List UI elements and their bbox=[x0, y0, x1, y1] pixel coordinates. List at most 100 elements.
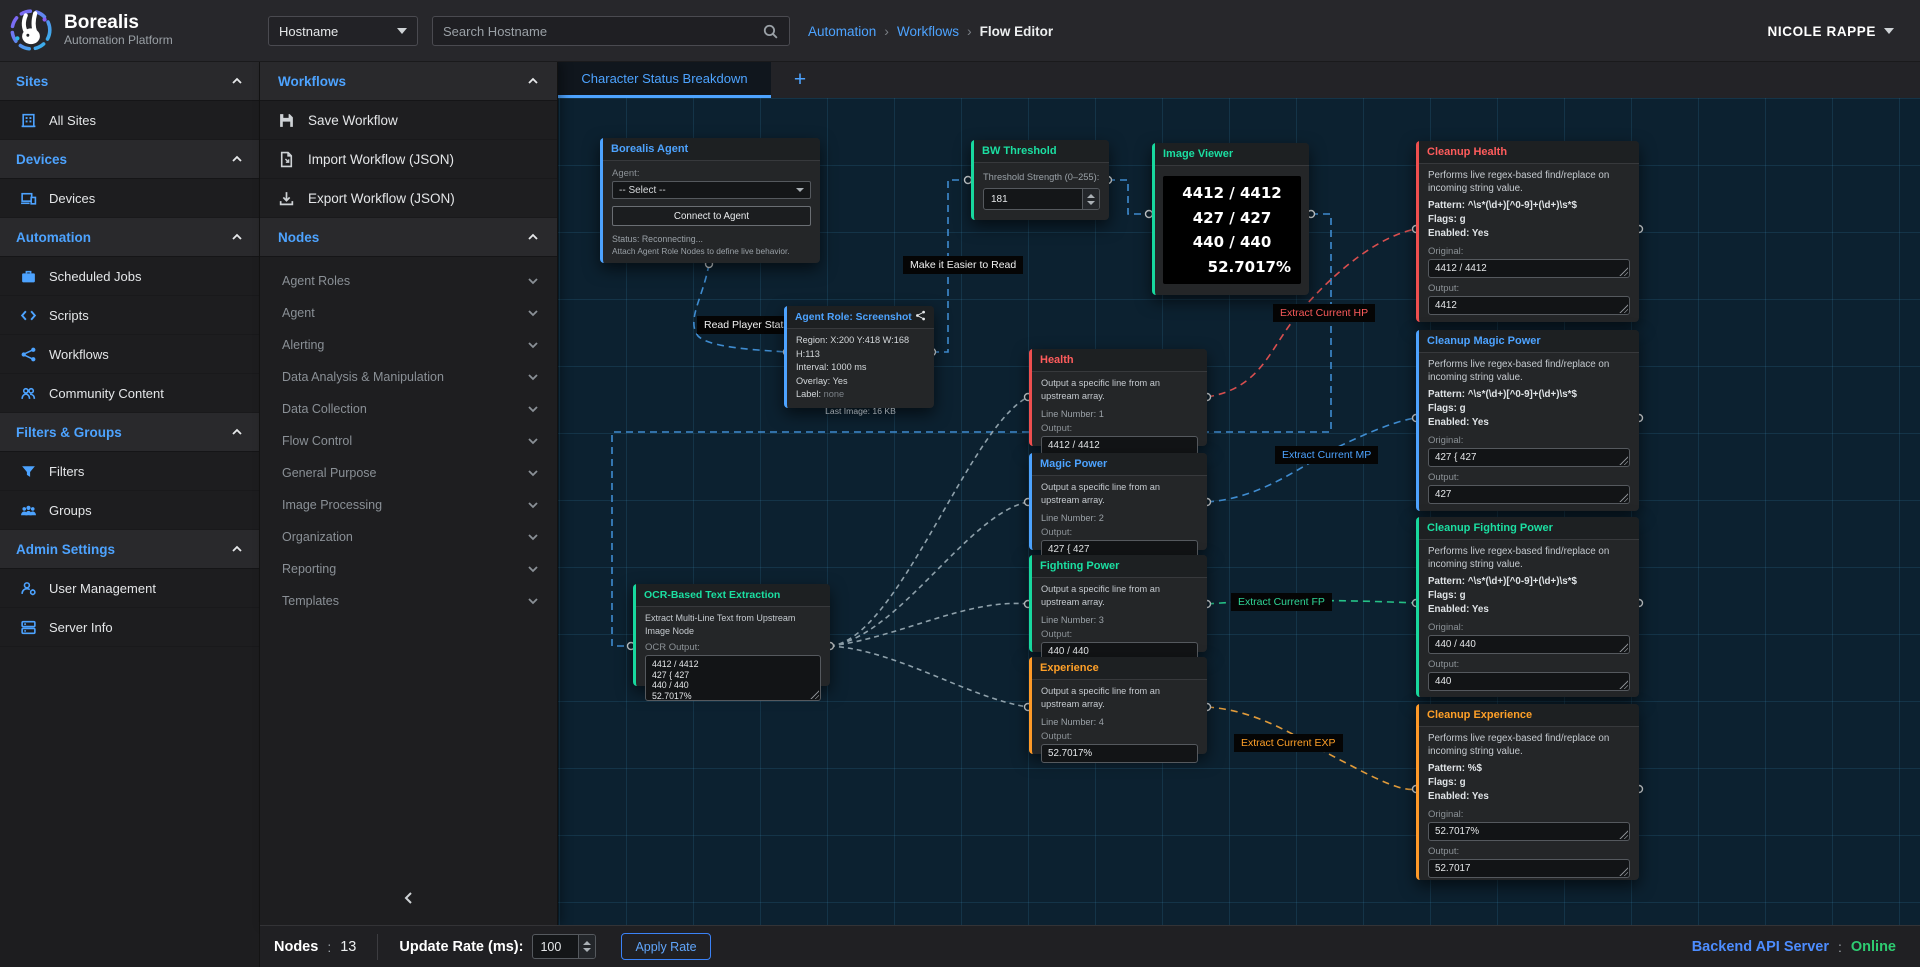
node-ocr-extraction[interactable]: OCR-Based Text Extraction Extract Multi-… bbox=[633, 584, 830, 701]
node-health[interactable]: Health Output a specific line from an up… bbox=[1029, 349, 1207, 455]
output-input[interactable]: 52.7017% bbox=[1041, 744, 1198, 763]
flow-canvas[interactable]: Read Player Stats Make it Easier to Read… bbox=[558, 98, 1920, 925]
search-input[interactable] bbox=[443, 23, 762, 39]
viewer-line: 52.7017% bbox=[1207, 257, 1291, 276]
node-cleanup-magic-power[interactable]: Cleanup Magic Power Performs live regex-… bbox=[1416, 330, 1639, 511]
share-icon[interactable] bbox=[915, 310, 926, 324]
breadcrumb-automation[interactable]: Automation bbox=[808, 23, 877, 39]
node-cleanup-health[interactable]: Cleanup Health Performs live regex-based… bbox=[1416, 141, 1639, 322]
sidebar-item-community-content[interactable]: Community Content bbox=[0, 374, 259, 413]
output-textarea[interactable]: 440 bbox=[1428, 672, 1630, 691]
sidebar-item-label: Server Info bbox=[49, 619, 113, 635]
sidebar-item-devices[interactable]: Devices bbox=[0, 179, 259, 218]
node-cleanup-fighting-power[interactable]: Cleanup Fighting Power Performs live reg… bbox=[1416, 517, 1639, 697]
agent-select-value: -- Select -- bbox=[619, 184, 666, 196]
node-description: Output a specific line from an upstream … bbox=[1041, 378, 1160, 401]
sidebar-item-scripts[interactable]: Scripts bbox=[0, 296, 259, 335]
export-workflow-button[interactable]: Export Workflow (JSON) bbox=[260, 179, 557, 218]
original-textarea[interactable]: 440 / 440 bbox=[1428, 635, 1630, 654]
node-category-alerting[interactable]: Alerting bbox=[260, 329, 557, 361]
sidebar-section-filters-groups[interactable]: Filters & Groups bbox=[0, 413, 259, 452]
hostname-selector[interactable]: Hostname bbox=[268, 16, 418, 46]
node-title: Experience bbox=[1040, 662, 1099, 674]
edge-label-extract-exp: Extract Current EXP bbox=[1234, 734, 1343, 752]
ocr-output-textarea[interactable]: 4412 / 4412 427 { 427 440 / 440 52.7017% bbox=[645, 655, 821, 701]
node-category-data-analysis[interactable]: Data Analysis & Manipulation bbox=[260, 361, 557, 393]
original-label: Original: bbox=[1428, 622, 1464, 633]
agent-hint: Attach Agent Role Nodes to define live b… bbox=[612, 246, 790, 256]
node-experience[interactable]: Experience Output a specific line from a… bbox=[1029, 657, 1207, 763]
category-label: General Purpose bbox=[282, 466, 377, 480]
sidebar-item-groups[interactable]: Groups bbox=[0, 491, 259, 530]
edge-agent-to-role bbox=[693, 263, 788, 353]
node-borealis-agent[interactable]: Borealis Agent Agent: -- Select -- Conne… bbox=[600, 138, 820, 263]
sidebar-item-filters[interactable]: Filters bbox=[0, 452, 259, 491]
category-label: Image Processing bbox=[282, 498, 383, 512]
sidebar-item-scheduled-jobs[interactable]: Scheduled Jobs bbox=[0, 257, 259, 296]
number-spinner[interactable] bbox=[1082, 189, 1099, 209]
sidebar-section-automation[interactable]: Automation bbox=[0, 218, 259, 257]
category-label: Organization bbox=[282, 530, 353, 544]
edge-ocr-to-experience bbox=[829, 645, 1029, 708]
add-tab-button[interactable]: + bbox=[771, 62, 829, 98]
sidebar-item-user-management[interactable]: User Management bbox=[0, 569, 259, 608]
original-textarea[interactable]: 427 { 427 bbox=[1428, 448, 1630, 467]
user-menu[interactable]: NICOLE RAPPE bbox=[1768, 0, 1894, 62]
sidebar-item-label: Groups bbox=[49, 502, 92, 518]
panel-section-workflows[interactable]: Workflows bbox=[260, 62, 557, 101]
sidebar-item-label: Devices bbox=[49, 190, 96, 206]
node-description: Performs live regex-based find/replace o… bbox=[1428, 546, 1610, 570]
node-bw-threshold[interactable]: BW Threshold Threshold Strength (0–255):… bbox=[971, 140, 1109, 220]
node-category-templates[interactable]: Templates bbox=[260, 585, 557, 617]
sidebar-item-workflows[interactable]: Workflows bbox=[0, 335, 259, 374]
node-category-general-purpose[interactable]: General Purpose bbox=[260, 457, 557, 489]
node-category-flow-control[interactable]: Flow Control bbox=[260, 425, 557, 457]
node-fighting-power[interactable]: Fighting Power Output a specific line fr… bbox=[1029, 555, 1207, 661]
sidebar-item-server-info[interactable]: Server Info bbox=[0, 608, 259, 647]
chevron-left-icon bbox=[401, 890, 417, 911]
node-title: Cleanup Fighting Power bbox=[1427, 522, 1553, 534]
node-cleanup-experience[interactable]: Cleanup Experience Performs live regex-b… bbox=[1416, 704, 1639, 880]
threshold-input[interactable]: 181 bbox=[983, 188, 1100, 210]
sidebar-section-devices[interactable]: Devices bbox=[0, 140, 259, 179]
node-category-data-collection[interactable]: Data Collection bbox=[260, 393, 557, 425]
node-category-agent[interactable]: Agent bbox=[260, 297, 557, 329]
chevron-down-icon bbox=[397, 28, 407, 34]
chevron-down-icon bbox=[527, 595, 539, 607]
agent-select[interactable]: -- Select -- bbox=[612, 181, 811, 199]
sidebar-item-label: Filters bbox=[49, 463, 85, 479]
sidebar-section-sites[interactable]: Sites bbox=[0, 62, 259, 101]
node-image-viewer[interactable]: Image Viewer 4412 / 4412 427 / 427 440 /… bbox=[1152, 143, 1309, 295]
node-category-reporting[interactable]: Reporting bbox=[260, 553, 557, 585]
tab-character-status-breakdown[interactable]: Character Status Breakdown bbox=[558, 62, 771, 98]
output-textarea[interactable]: 52.7017 bbox=[1428, 859, 1630, 878]
node-title: Health bbox=[1040, 354, 1074, 366]
output-textarea[interactable]: 4412 bbox=[1428, 296, 1630, 315]
original-textarea[interactable]: 52.7017% bbox=[1428, 822, 1630, 841]
node-agent-role-screenshot[interactable]: Agent Role: Screenshot Region: X:200 Y:4… bbox=[784, 306, 934, 416]
node-category-organization[interactable]: Organization bbox=[260, 521, 557, 553]
community-icon bbox=[20, 385, 37, 402]
number-spinner[interactable] bbox=[578, 935, 596, 958]
output-textarea[interactable]: 427 bbox=[1428, 485, 1630, 504]
sidebar-item-all-sites[interactable]: All Sites bbox=[0, 101, 259, 140]
section-label: Sites bbox=[16, 73, 49, 89]
original-textarea[interactable]: 4412 / 4412 bbox=[1428, 259, 1630, 278]
export-icon bbox=[278, 190, 295, 207]
sidebar-section-admin-settings[interactable]: Admin Settings bbox=[0, 530, 259, 569]
node-description: Output a specific line from an upstream … bbox=[1041, 584, 1160, 607]
save-workflow-button[interactable]: Save Workflow bbox=[260, 101, 557, 140]
node-category-agent-roles[interactable]: Agent Roles bbox=[260, 265, 557, 297]
connect-to-agent-button[interactable]: Connect to Agent bbox=[612, 206, 811, 226]
collapse-panel-button[interactable] bbox=[260, 890, 557, 911]
node-category-image-processing[interactable]: Image Processing bbox=[260, 489, 557, 521]
import-workflow-button[interactable]: Import Workflow (JSON) bbox=[260, 140, 557, 179]
breadcrumb-workflows[interactable]: Workflows bbox=[896, 23, 959, 39]
edge-experience-to-cleanup bbox=[1206, 706, 1417, 791]
node-magic-power[interactable]: Magic Power Output a specific line from … bbox=[1029, 453, 1207, 559]
node-description: Extract Multi-Line Text from Upstream Im… bbox=[645, 613, 796, 636]
workflow-icon bbox=[20, 346, 37, 363]
panel-section-nodes[interactable]: Nodes bbox=[260, 218, 557, 257]
update-rate-input[interactable]: 100 bbox=[532, 934, 597, 959]
apply-rate-button[interactable]: Apply Rate bbox=[621, 933, 711, 960]
